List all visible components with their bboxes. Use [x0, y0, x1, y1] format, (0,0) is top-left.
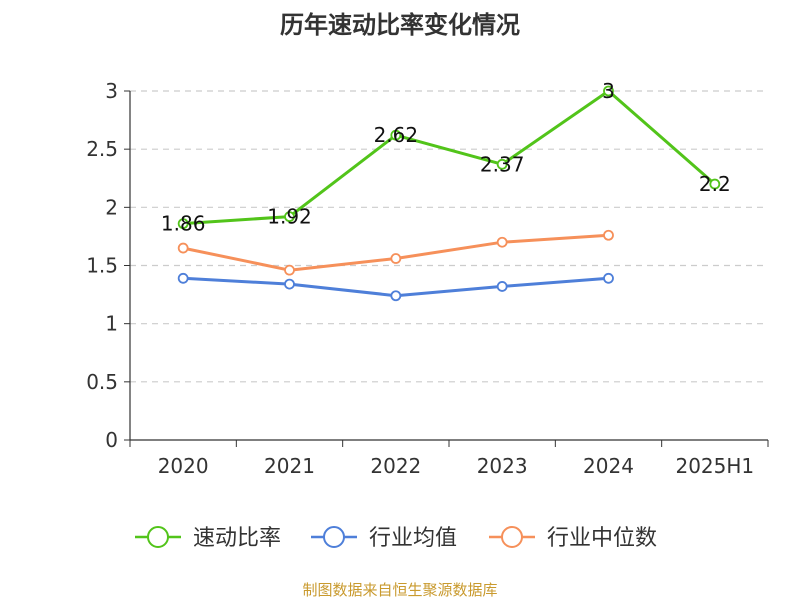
y-tick-label: 0.5 [86, 370, 118, 394]
data-label: 3 [602, 79, 615, 103]
data-point [390, 129, 402, 141]
legend-label-0: 速动比率 [193, 526, 281, 551]
plot-area [177, 85, 721, 302]
data-point [603, 85, 614, 97]
x-tick-label: 2021 [264, 454, 315, 478]
x-tick-label: 2023 [477, 454, 528, 478]
data-label: 2.2 [699, 172, 731, 196]
data-label: 2.37 [480, 152, 525, 176]
y-tick-label: 1.5 [86, 254, 118, 278]
data-point [177, 272, 189, 284]
legend-label-2: 行业中位数 [547, 526, 657, 551]
chart-title: 历年速动比率变化情况 [280, 11, 520, 39]
data-point [496, 236, 508, 248]
x-tick-label: 2025H1 [675, 454, 754, 478]
y-tick-label: 0 [105, 428, 118, 452]
x-tick-label: 2022 [370, 454, 421, 478]
y-tick-label: 3 [105, 79, 118, 103]
data-point [603, 272, 614, 284]
legend-label-1: 行业均值 [369, 526, 457, 551]
data-label: 2.62 [374, 123, 419, 147]
data-point [390, 290, 402, 302]
data-point [284, 264, 295, 276]
grid-lines [130, 90, 768, 383]
data-point [177, 242, 189, 254]
data-point [603, 229, 614, 241]
data-label: 1.86 [161, 212, 206, 236]
data-point [496, 281, 508, 292]
data-point [496, 158, 508, 170]
legend-marker-2 [501, 526, 523, 548]
data-point [709, 178, 721, 190]
y-tick-label: 2.5 [86, 137, 118, 161]
axes: 0 0.5 1 1.5 2 2.5 3 2020 2021 2022 2023 2024 2025H1 [86, 79, 769, 478]
legend-marker-1 [323, 526, 345, 548]
data-label: 1.92 [267, 205, 312, 229]
y-tick-label: 1 [105, 312, 118, 336]
data-point [284, 278, 295, 290]
legend: 速动比率 行业均值 行业中位数 [135, 526, 657, 551]
data-labels: 1.86 1.92 2.62 2.37 3 2.2 [161, 79, 731, 236]
series-line-0 [183, 89, 716, 226]
data-point [284, 211, 295, 223]
y-tick-label: 2 [105, 195, 118, 219]
data-point [390, 253, 402, 264]
source-note: 制图数据来自恒生聚源数据库 [302, 581, 497, 599]
data-point [177, 218, 189, 230]
x-tick-label: 2024 [583, 454, 634, 478]
x-tick-label: 2020 [158, 454, 209, 478]
legend-marker-0 [147, 526, 169, 548]
